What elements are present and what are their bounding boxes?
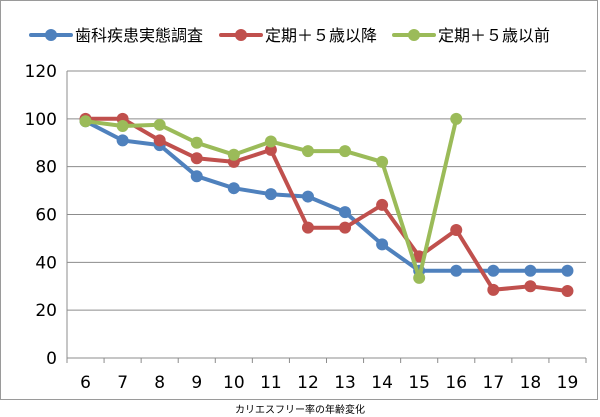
chart-frame: 0 20 40 60 80 100 120 6 7 8 9 10 11 12 13 14 15 16 17 18 19 歯… [0, 0, 598, 400]
data-point-series-2 [524, 280, 537, 293]
x-tick-label: 18 [520, 373, 542, 393]
data-point-series-1 [376, 238, 389, 251]
data-point-series-2 [450, 224, 463, 237]
x-tick-label: 8 [154, 373, 165, 393]
data-point-series-3 [116, 120, 129, 133]
line-chart: 0 20 40 60 80 100 120 6 7 8 9 10 11 12 13 14 15 16 17 18 19 歯… [25, 26, 587, 393]
legend-label-3: 定期＋５歳以前 [438, 26, 550, 45]
series-line-1 [83, 119, 570, 273]
y-tick-label: 80 [35, 158, 57, 178]
data-point-series-3 [264, 135, 277, 148]
x-tick-label: 19 [557, 373, 579, 393]
data-point-series-1 [264, 188, 277, 201]
data-point-series-2 [339, 221, 352, 234]
data-point-series-1 [524, 264, 537, 277]
data-point-series-1 [339, 206, 352, 219]
x-tick-label: 13 [334, 373, 356, 393]
chart-caption: カリエスフリー率の年齢変化 [235, 405, 365, 416]
data-point-series-2 [190, 152, 203, 165]
data-point-series-2 [487, 283, 500, 296]
data-point-series-2 [153, 134, 166, 147]
data-point-series-3 [376, 155, 389, 168]
x-tick-label: 12 [297, 373, 319, 393]
data-point-series-3 [339, 145, 352, 158]
data-point-series-1 [450, 264, 463, 277]
y-tick-label: 20 [35, 301, 57, 321]
data-point-series-3 [413, 271, 426, 284]
data-point-series-3 [450, 112, 463, 125]
legend-label-2: 定期＋５歳以降 [265, 26, 377, 45]
data-point-series-3 [227, 148, 240, 161]
legend-marker-3 [408, 29, 420, 41]
y-tick-label: 40 [35, 253, 57, 273]
data-point-series-2 [301, 221, 314, 234]
y-tick-label: 120 [25, 62, 57, 82]
data-point-series-2 [376, 198, 389, 211]
legend-marker-2 [235, 29, 247, 41]
data-point-series-3 [190, 136, 203, 149]
data-point-series-2 [264, 143, 277, 156]
data-point-series-1 [561, 264, 574, 277]
x-tick-label: 15 [408, 373, 430, 393]
y-tick-label: 0 [46, 349, 57, 369]
x-tick-label: 10 [223, 373, 245, 393]
x-tick-label: 16 [445, 373, 467, 393]
legend-marker-1 [45, 29, 57, 41]
data-point-series-1 [227, 182, 240, 195]
legend-label-1: 歯科疾患実態調査 [75, 26, 203, 45]
data-point-series-1 [116, 134, 129, 147]
data-point-series-1 [487, 264, 500, 277]
x-tick-label: 6 [80, 373, 91, 393]
series-line-2 [83, 116, 570, 293]
x-tick-label: 14 [371, 373, 393, 393]
data-point-series-1 [190, 170, 203, 183]
y-tick-label: 100 [25, 110, 57, 130]
x-tick-label: 11 [260, 373, 282, 393]
data-point-series-3 [79, 115, 92, 128]
x-tick-label: 9 [191, 373, 202, 393]
x-tick-label: 17 [483, 373, 505, 393]
data-point-series-3 [301, 145, 314, 158]
data-point-series-3 [153, 118, 166, 131]
x-tick-label: 7 [117, 373, 128, 393]
y-tick-label: 60 [35, 206, 57, 226]
data-point-series-2 [561, 285, 574, 298]
data-point-series-1 [301, 190, 314, 203]
